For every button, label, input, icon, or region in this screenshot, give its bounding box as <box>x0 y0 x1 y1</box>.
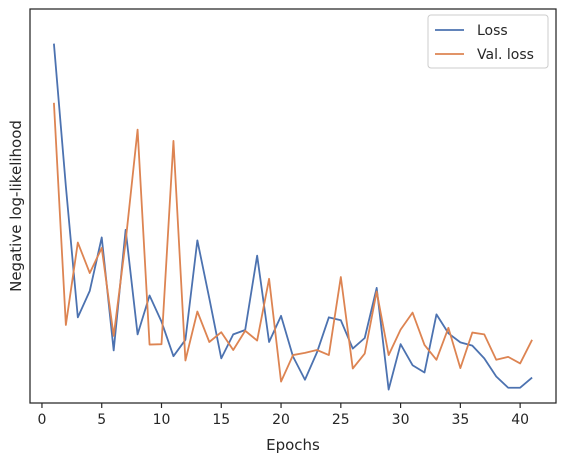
y-axis-title: Negative log-likelihood <box>7 120 25 292</box>
x-tick-label: 5 <box>97 412 106 428</box>
legend-label-loss: Loss <box>477 23 508 39</box>
legend: Loss Val. loss <box>427 14 549 69</box>
series-line-val-loss <box>53 102 533 383</box>
x-tick-label: 0 <box>37 412 46 428</box>
legend-label-val-loss: Val. loss <box>477 47 534 63</box>
x-tick-label: 10 <box>153 412 171 428</box>
x-tick-label: 40 <box>511 412 529 428</box>
series-layer <box>53 43 533 391</box>
x-axis-title: Epochs <box>266 436 320 454</box>
x-tick-label: 35 <box>451 412 469 428</box>
x-tick-label: 20 <box>272 412 290 428</box>
x-axis-ticks: 0 5 10 15 20 25 30 35 40 <box>37 403 529 428</box>
plot-area <box>29 8 557 404</box>
x-tick-label: 30 <box>392 412 410 428</box>
x-tick-label: 15 <box>212 412 230 428</box>
x-tick-label: 25 <box>332 412 350 428</box>
